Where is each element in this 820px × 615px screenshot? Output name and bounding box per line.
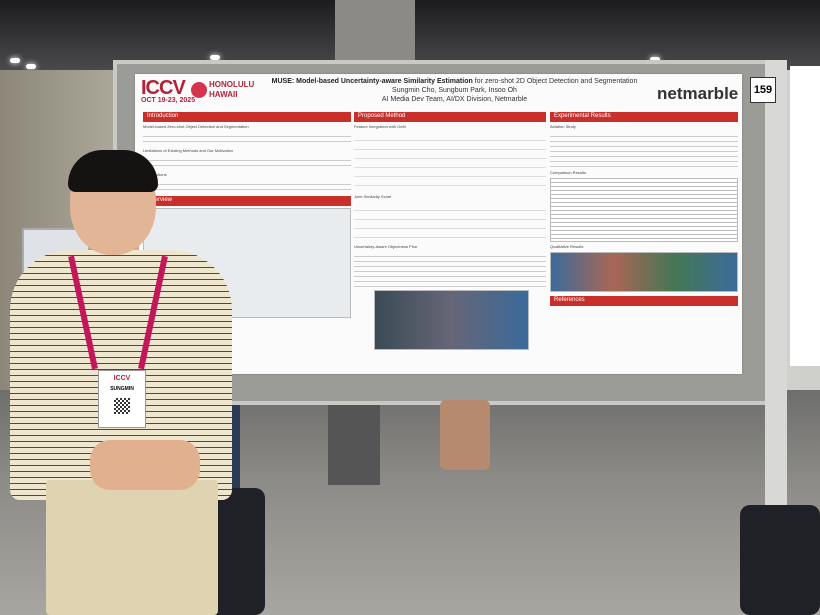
hibiscus-icon (191, 82, 207, 98)
iccv-logo: ICCV OCT 19-23, 2025 (141, 77, 196, 104)
netmarble-logo: netmarble (657, 84, 739, 103)
bullet: Ablation Study (550, 124, 576, 129)
background-person-legs (440, 400, 490, 470)
ceiling-light (10, 58, 20, 63)
section-header: Overview (143, 196, 351, 206)
person-hair (68, 150, 158, 192)
ceiling-light (210, 55, 220, 60)
method-figure (374, 290, 529, 350)
backpack (740, 505, 820, 615)
bullet: Qualitative Results (550, 244, 584, 249)
qr-code-icon (114, 398, 130, 414)
bullet: Limitations of Existing Methods and Our … (143, 148, 234, 153)
bullet: Contributions (143, 172, 351, 178)
ceiling-light (26, 64, 36, 69)
location: HONOLULU HAWAII (209, 80, 255, 99)
board-pole (765, 60, 787, 580)
badge-logo: ICCV (113, 375, 131, 382)
results-table (550, 178, 738, 242)
person-shorts (46, 480, 218, 615)
adjacent-poster (790, 66, 820, 366)
poster: ICCV OCT 19-23, 2025 HONOLULU HAWAII MUSE… (135, 74, 742, 374)
badge-name: SUNGMIN (110, 386, 134, 392)
section-header: Introduction (143, 112, 351, 122)
poster-title: MUSE: Model-based Uncertainty-aware Simi… (271, 78, 638, 103)
board-number: 159 (750, 77, 776, 103)
person-hands (90, 440, 200, 490)
pillar (335, 0, 415, 64)
bullet: Feature Integration with GeM (354, 124, 406, 129)
bullet: Joint Similarity Score (354, 194, 392, 199)
qualitative-figure (550, 252, 738, 292)
bullet: Uncertainty-Aware Objectness Prior (354, 244, 418, 249)
results-column: Experimental Results Ablation Study Comp… (550, 112, 738, 306)
section-header: References (550, 296, 738, 306)
section-header: Proposed Method (354, 112, 546, 122)
section-header: Experimental Results (550, 112, 738, 122)
bullet: Model-based Zero-shot Object Detection a… (143, 124, 249, 129)
ceiling-light (650, 57, 660, 62)
name-badge: ICCV SUNGMIN (98, 370, 146, 428)
method-column: Proposed Method Feature Integration with… (354, 112, 546, 350)
background-person-legs (328, 405, 380, 485)
bullet: Comparison Results (550, 170, 587, 175)
